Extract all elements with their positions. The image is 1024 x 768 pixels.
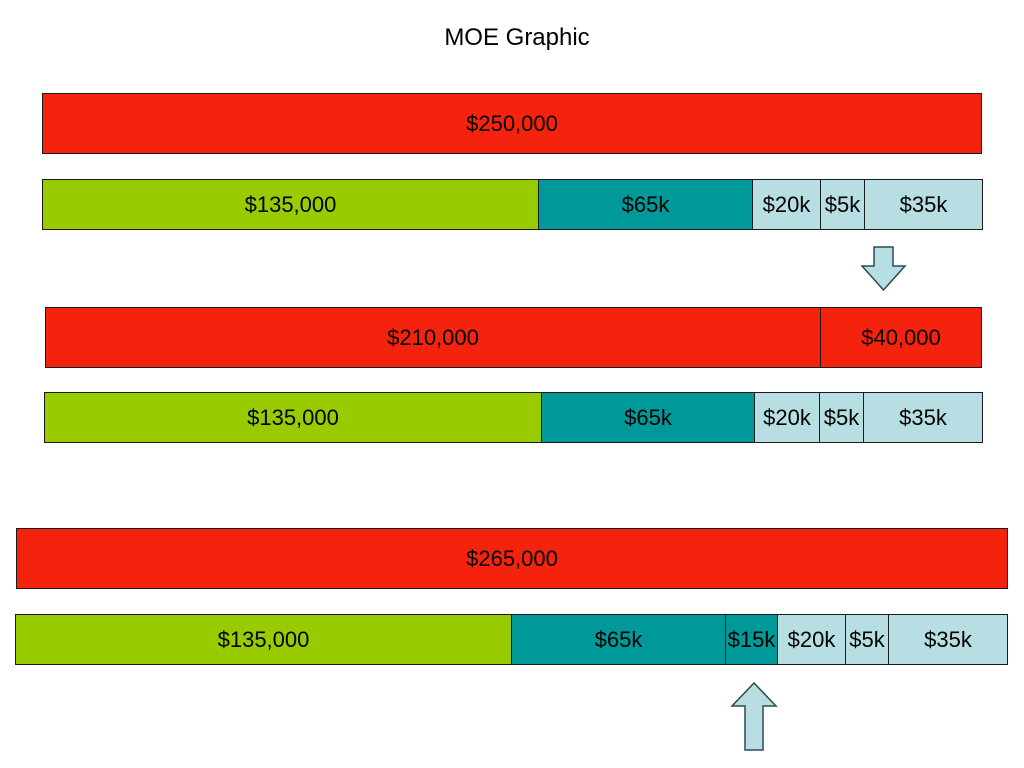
segment-5k: $5k xyxy=(820,180,864,229)
segment-65k: $65k xyxy=(538,180,752,229)
segment-15k: $15k xyxy=(725,615,777,664)
segment-135000: $135,000 xyxy=(45,393,541,442)
segment-35k: $35k xyxy=(863,393,982,442)
up-arrow-icon xyxy=(730,682,778,751)
segment-20k: $20k xyxy=(777,615,845,664)
segment-40000: $40,000 xyxy=(820,308,981,367)
budget-breakdown-bar-3: $135,000 $65k $15k $20k $5k $35k xyxy=(15,614,1008,665)
budget-total-bar-2: $210,000 $40,000 xyxy=(45,307,982,368)
segment-135000: $135,000 xyxy=(16,615,511,664)
budget-total-bar-3: $265,000 xyxy=(16,528,1008,589)
down-arrow-icon xyxy=(861,246,907,292)
segment-total: $250,000 xyxy=(43,94,981,153)
segment-65k: $65k xyxy=(541,393,754,442)
budget-breakdown-bar-2: $135,000 $65k $20k $5k $35k xyxy=(44,392,983,443)
segment-5k: $5k xyxy=(819,393,863,442)
segment-65k: $65k xyxy=(511,615,725,664)
segment-5k: $5k xyxy=(845,615,888,664)
segment-20k: $20k xyxy=(754,393,819,442)
segment-135000: $135,000 xyxy=(43,180,538,229)
segment-35k: $35k xyxy=(864,180,982,229)
segment-20k: $20k xyxy=(752,180,820,229)
budget-breakdown-bar-1: $135,000 $65k $20k $5k $35k xyxy=(42,179,983,230)
segment-35k: $35k xyxy=(888,615,1007,664)
page-title: MOE Graphic xyxy=(444,24,590,51)
segment-total: $265,000 xyxy=(17,529,1007,588)
segment-210000: $210,000 xyxy=(46,308,820,367)
budget-total-bar-1: $250,000 xyxy=(42,93,982,154)
